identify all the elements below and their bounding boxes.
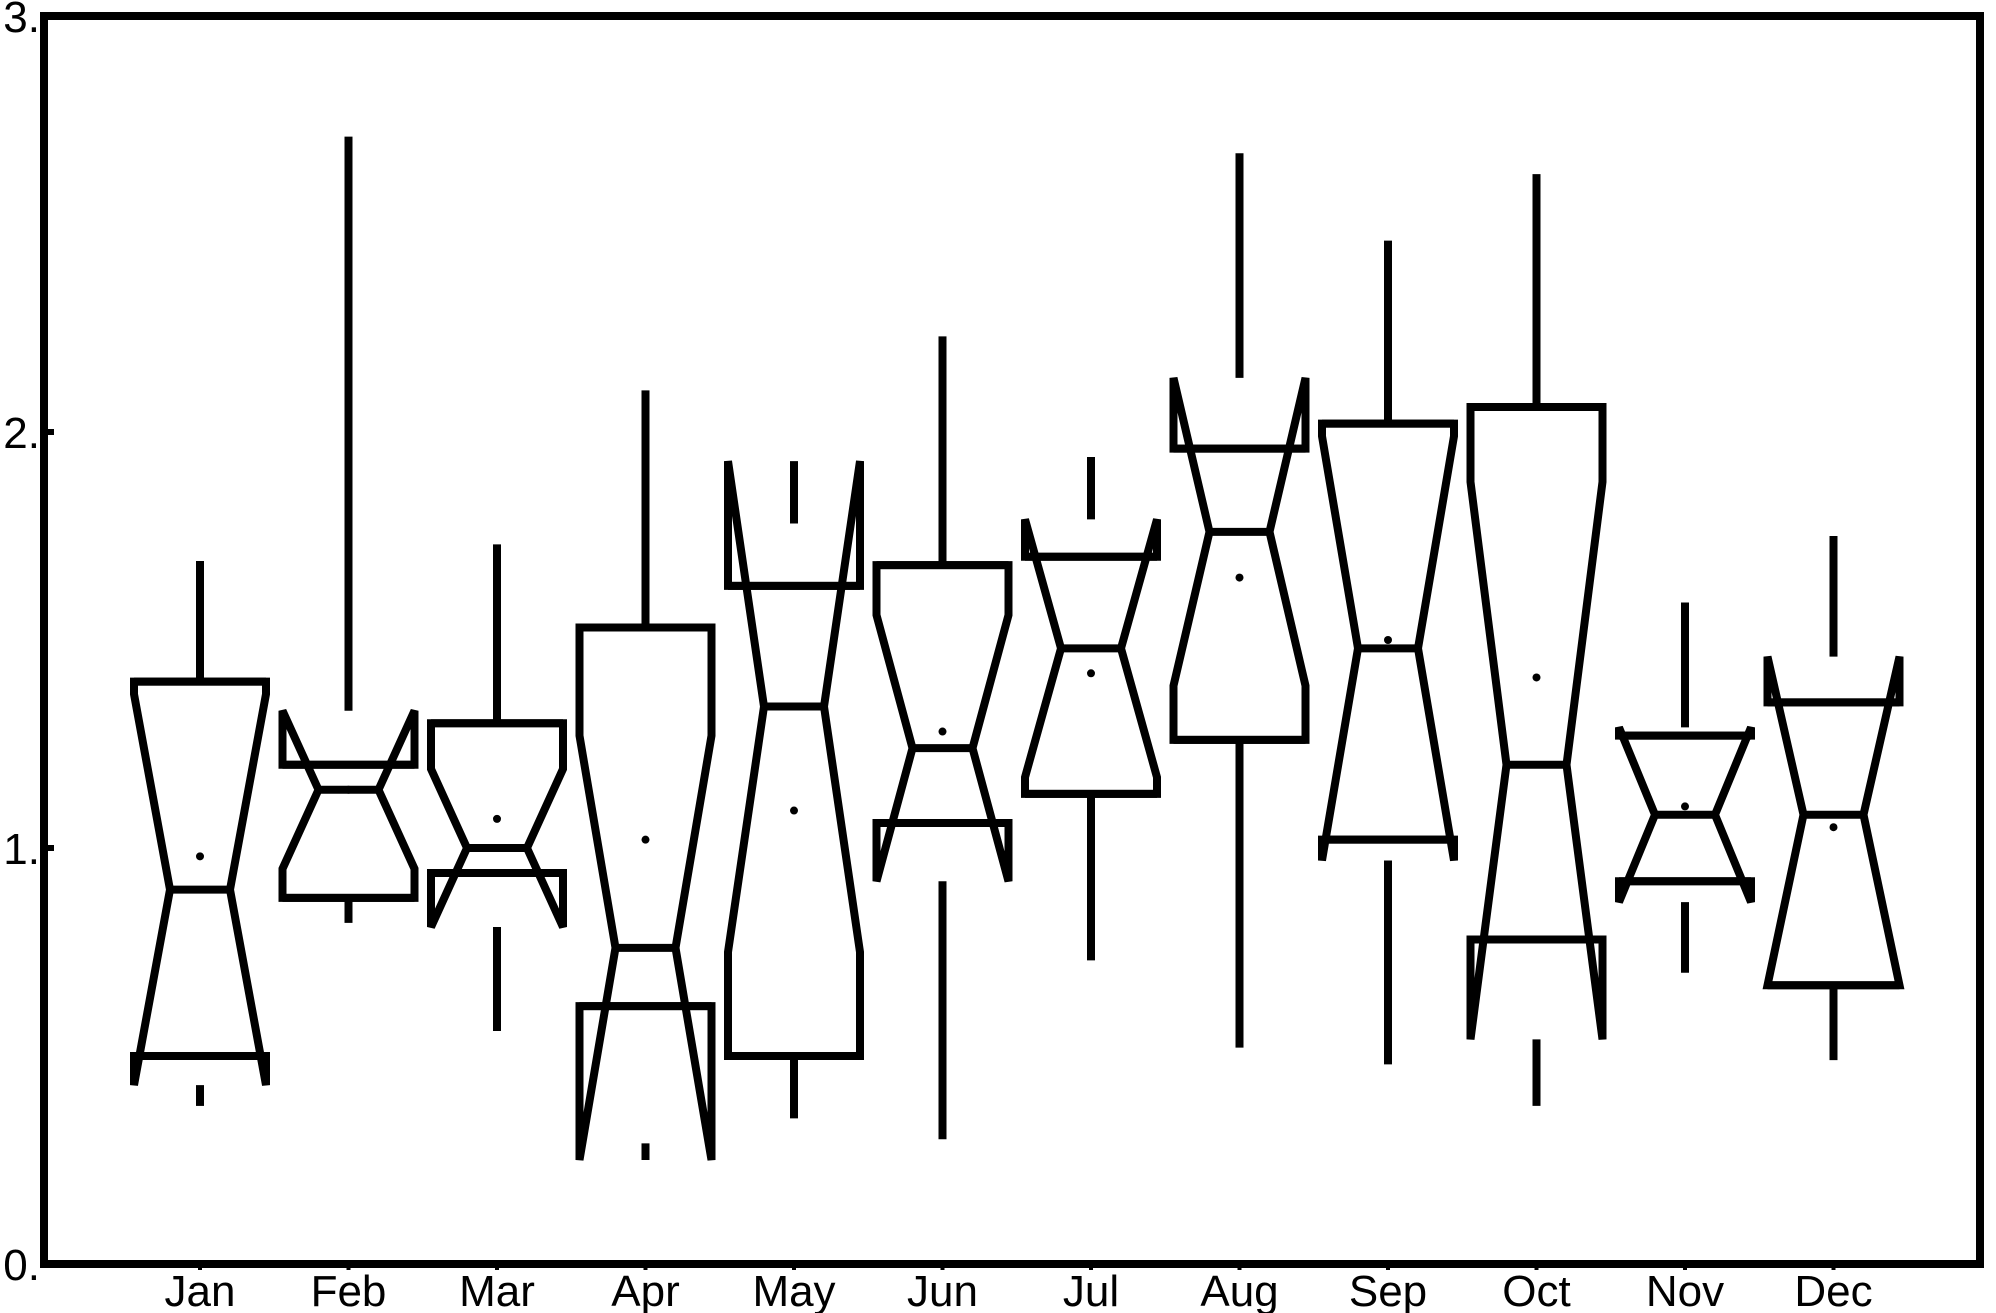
x-tick-label: Apr: [611, 1267, 679, 1313]
y-tick-label: 3.: [3, 0, 40, 42]
box-sep: [1318, 240, 1458, 1065]
box-may: [724, 460, 864, 1119]
box-nov: [1615, 602, 1755, 973]
mean-marker: [196, 852, 204, 861]
box-apr: [575, 390, 716, 1161]
x-tick-label: Nov: [1646, 1267, 1724, 1313]
x-tick-label: Sep: [1349, 1267, 1427, 1313]
box-jun: [872, 336, 1013, 1140]
x-tick-label: Jan: [165, 1267, 236, 1313]
mean-marker: [938, 727, 947, 736]
notched-box: [872, 561, 1013, 883]
mean-marker: [1235, 573, 1244, 582]
box-aug: [1169, 153, 1310, 1048]
x-tick-label: May: [752, 1267, 835, 1313]
x-tick-label: Feb: [311, 1267, 387, 1313]
box-mar: [427, 544, 567, 1032]
notched-box: [1466, 403, 1607, 1040]
x-tick-label: Mar: [459, 1267, 535, 1313]
box-feb: [278, 136, 419, 923]
x-tick-label: Dec: [1794, 1267, 1872, 1313]
mean-marker: [641, 835, 650, 844]
mean-marker: [493, 814, 501, 823]
notched-box: [575, 623, 716, 1161]
y-tick-label: 0.: [3, 1241, 40, 1290]
x-axis-labels: Jan Feb Mar Apr May Jun Jul Aug Sep Oct Nov Dec: [165, 1264, 1873, 1313]
y-tick-label: 2.: [3, 409, 40, 458]
mean-marker: [1532, 673, 1541, 682]
mean-marker: [1681, 802, 1689, 811]
box-dec: [1762, 536, 1905, 1061]
mean-marker: [1384, 636, 1392, 644]
notched-box: [130, 677, 270, 1086]
plot-frame: [40, 12, 1984, 1268]
box-series: [130, 136, 1905, 1161]
x-tick-label: Jul: [1063, 1267, 1119, 1313]
box-oct: [1466, 174, 1607, 1106]
notched-box: [724, 460, 864, 1060]
x-tick-label: Jun: [907, 1267, 978, 1313]
mean-marker: [1087, 669, 1095, 678]
x-tick-label: Oct: [1502, 1267, 1570, 1313]
box-jan: [130, 560, 270, 1106]
mean-marker: [344, 785, 353, 794]
notched-box: [1169, 377, 1310, 744]
notched-box: [278, 709, 419, 902]
box-jul: [1021, 456, 1161, 961]
notched-box: [427, 719, 567, 929]
mean-marker: [1829, 823, 1838, 832]
mean-marker: [790, 806, 798, 815]
x-tick-label: Aug: [1200, 1267, 1278, 1313]
y-axis-ticks: 0. 1. 2. 3.: [3, 0, 54, 1290]
y-tick-label: 1.: [3, 825, 40, 874]
